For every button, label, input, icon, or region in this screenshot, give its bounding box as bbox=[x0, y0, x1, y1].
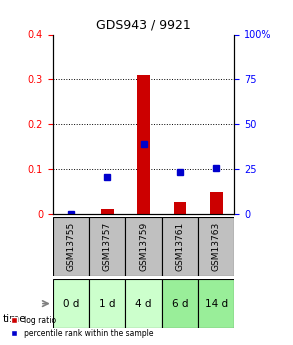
FancyBboxPatch shape bbox=[53, 279, 89, 328]
Legend: log ratio, percentile rank within the sample: log ratio, percentile rank within the sa… bbox=[7, 313, 156, 341]
FancyBboxPatch shape bbox=[198, 279, 234, 328]
Text: 14 d: 14 d bbox=[205, 299, 228, 308]
Bar bbox=[210, 193, 223, 214]
Text: GSM13755: GSM13755 bbox=[67, 222, 75, 271]
Text: 4 d: 4 d bbox=[135, 299, 152, 308]
Text: 6 d: 6 d bbox=[172, 299, 188, 308]
FancyBboxPatch shape bbox=[53, 217, 89, 276]
FancyBboxPatch shape bbox=[89, 279, 125, 328]
Text: GSM13763: GSM13763 bbox=[212, 222, 221, 271]
Title: GDS943 / 9921: GDS943 / 9921 bbox=[96, 19, 191, 32]
FancyBboxPatch shape bbox=[198, 217, 234, 276]
FancyBboxPatch shape bbox=[162, 217, 198, 276]
FancyBboxPatch shape bbox=[162, 279, 198, 328]
Text: time: time bbox=[3, 314, 27, 324]
Text: 0 d: 0 d bbox=[63, 299, 79, 308]
Text: 1 d: 1 d bbox=[99, 299, 115, 308]
Bar bbox=[101, 208, 114, 214]
Bar bbox=[173, 202, 186, 214]
FancyBboxPatch shape bbox=[89, 217, 125, 276]
Text: GSM13759: GSM13759 bbox=[139, 222, 148, 271]
FancyBboxPatch shape bbox=[125, 279, 162, 328]
Text: GSM13757: GSM13757 bbox=[103, 222, 112, 271]
FancyBboxPatch shape bbox=[125, 217, 162, 276]
Text: GSM13761: GSM13761 bbox=[176, 222, 184, 271]
Bar bbox=[137, 75, 150, 214]
